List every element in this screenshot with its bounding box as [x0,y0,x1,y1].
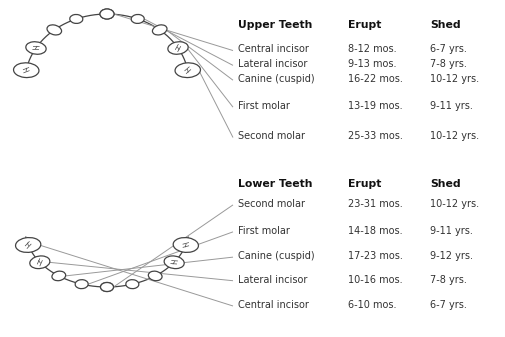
Ellipse shape [47,25,62,35]
Ellipse shape [75,280,88,289]
Text: Upper Teeth: Upper Teeth [237,20,312,30]
Text: 17-23 mos.: 17-23 mos. [347,251,402,261]
Text: Erupt: Erupt [347,20,381,30]
Ellipse shape [100,282,113,292]
Ellipse shape [26,42,46,54]
Ellipse shape [175,63,200,78]
Text: 9-12 yrs.: 9-12 yrs. [429,251,472,261]
Text: Second molar: Second molar [237,199,305,209]
Text: 14-18 mos.: 14-18 mos. [347,226,402,236]
Text: Erupt: Erupt [347,179,381,189]
Ellipse shape [52,271,66,281]
Text: 10-12 yrs.: 10-12 yrs. [429,74,478,84]
Text: 6-7 yrs.: 6-7 yrs. [429,300,466,310]
Text: Shed: Shed [429,179,460,189]
Text: Lateral incisor: Lateral incisor [237,275,307,285]
Ellipse shape [131,14,144,24]
Ellipse shape [70,14,83,24]
Text: 25-33 mos.: 25-33 mos. [347,131,402,142]
Text: 10-12 yrs.: 10-12 yrs. [429,131,478,142]
Text: Shed: Shed [429,20,460,30]
Text: Central incisor: Central incisor [237,44,308,55]
Ellipse shape [126,280,138,289]
Text: 16-22 mos.: 16-22 mos. [347,74,402,84]
Text: Central incisor: Central incisor [237,300,308,310]
Text: 23-31 mos.: 23-31 mos. [347,199,402,209]
Ellipse shape [164,256,184,269]
Ellipse shape [173,238,198,252]
Ellipse shape [152,25,167,35]
Text: 6-10 mos.: 6-10 mos. [347,300,396,310]
Text: 13-19 mos.: 13-19 mos. [347,101,402,111]
Text: Lateral incisor: Lateral incisor [237,59,307,69]
Text: 7-8 yrs.: 7-8 yrs. [429,275,466,285]
Ellipse shape [16,238,41,252]
Text: First molar: First molar [237,101,289,111]
Text: 10-12 yrs.: 10-12 yrs. [429,199,478,209]
Ellipse shape [148,271,162,281]
Ellipse shape [30,256,50,269]
Ellipse shape [14,63,39,78]
Text: 9-13 mos.: 9-13 mos. [347,59,396,69]
Text: 10-16 mos.: 10-16 mos. [347,275,402,285]
Text: First molar: First molar [237,226,289,236]
Ellipse shape [100,282,113,292]
Text: Canine (cuspid): Canine (cuspid) [237,251,314,261]
Text: 7-8 yrs.: 7-8 yrs. [429,59,466,69]
Text: Canine (cuspid): Canine (cuspid) [237,74,314,84]
Ellipse shape [100,9,114,19]
Text: Second molar: Second molar [237,131,305,142]
Text: 8-12 mos.: 8-12 mos. [347,44,396,55]
Ellipse shape [100,9,114,19]
Text: 9-11 yrs.: 9-11 yrs. [429,101,472,111]
Text: Lower Teeth: Lower Teeth [237,179,312,189]
Ellipse shape [168,42,188,54]
Text: 6-7 yrs.: 6-7 yrs. [429,44,466,55]
Text: 9-11 yrs.: 9-11 yrs. [429,226,472,236]
